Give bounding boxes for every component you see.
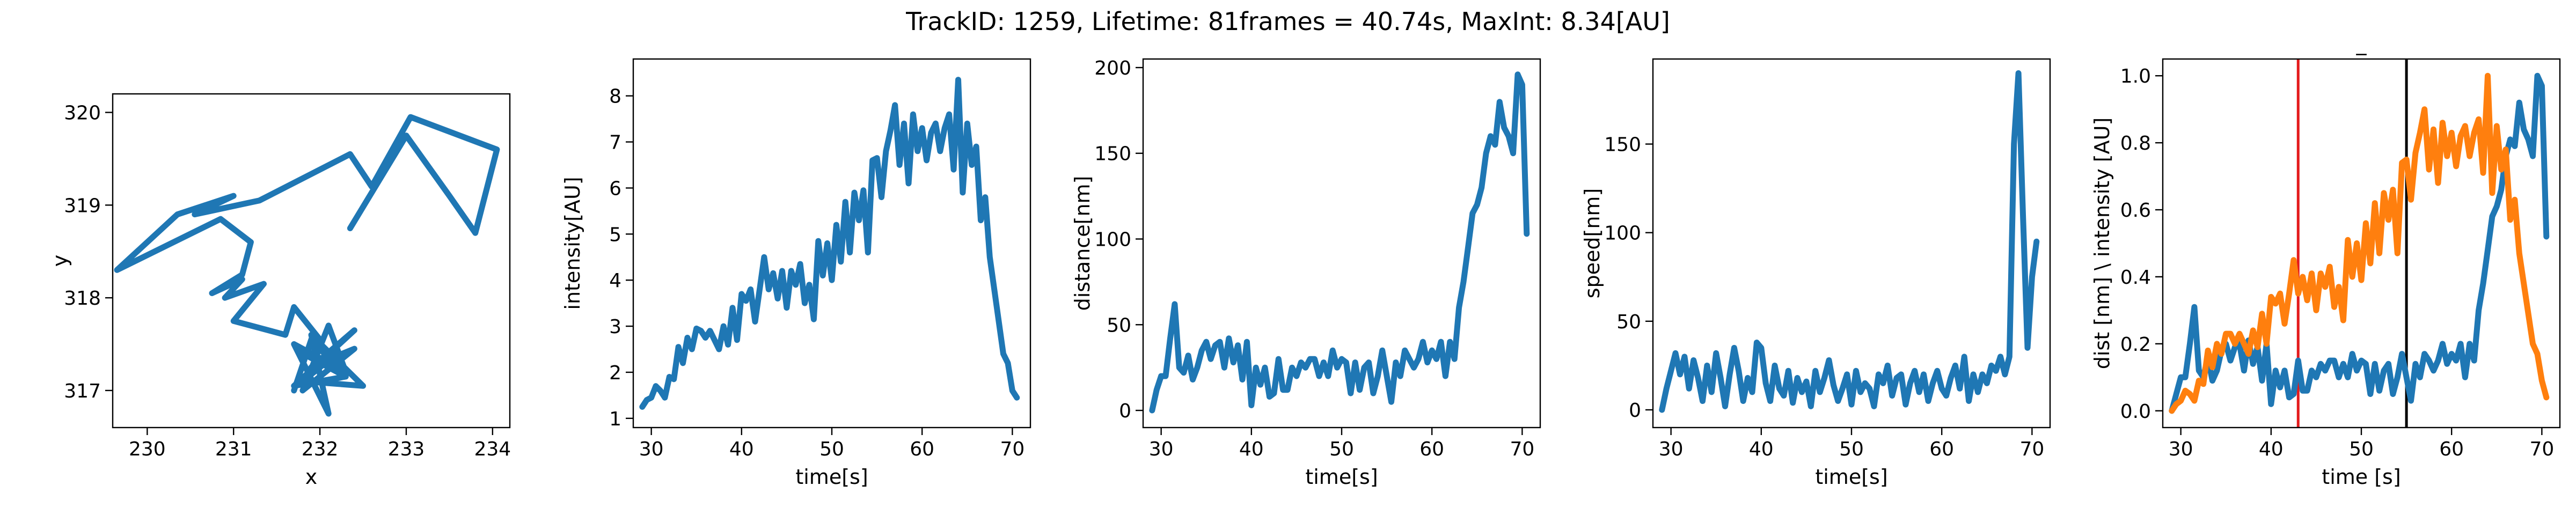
chart-3-series-line-0 (1659, 70, 2040, 413)
chart-2-axes-frame (1142, 58, 1541, 429)
chart-3-y-tick-label-3: 150 (1604, 134, 1641, 156)
chart-4-y-tick-label-4: 0.8 (2120, 133, 2151, 154)
chart-1-y-tick-label-7: 8 (609, 86, 621, 108)
chart-1-y-tick-label-2: 3 (609, 316, 621, 338)
chart-3-y-tick-label-2: 100 (1604, 223, 1641, 245)
chart-2-x-tick-label-0: 30 (1149, 438, 1174, 460)
chart-4-x-tick-label-1: 40 (2259, 438, 2284, 460)
chart-4-y-tick-label-2: 0.4 (2120, 267, 2151, 289)
chart-1-x-tick-label-4: 70 (1000, 438, 1024, 460)
chart-1-x-tick-label-2: 50 (819, 438, 844, 460)
chart-1-x-axis-label: time[s] (795, 465, 868, 489)
chart-0-y-tick-label-1: 318 (64, 288, 101, 310)
chart-4-y-tick-label-1: 0.2 (2120, 334, 2151, 356)
chart-1-x-tick-label-0: 30 (639, 438, 664, 460)
chart-1-y-tick-label-6: 7 (609, 132, 621, 154)
panel-speed: 30 40 50 60 70 0 50 100 150 time[s] speed[nm] (1580, 58, 2051, 489)
chart-4-title: _ (2356, 32, 2367, 55)
chart-4-series-line-0 (2169, 72, 2550, 414)
chart-2-x-tick-label-4: 70 (1510, 438, 1534, 460)
chart-4-y-tick-label-5: 1.0 (2120, 65, 2151, 87)
chart-4-series-line-1 (2169, 72, 2550, 414)
chart-0-x-tick-label-3: 233 (388, 438, 425, 460)
chart-4-x-axis-label: time [s] (2322, 465, 2401, 489)
chart-3-x-tick-label-3: 60 (1929, 438, 1954, 460)
chart-3-x-tick-label-1: 40 (1749, 438, 1774, 460)
chart-3-x-axis-label: time[s] (1815, 465, 1887, 489)
chart-4-x-tick-label-0: 30 (2169, 438, 2193, 460)
chart-3-x-tick-label-2: 50 (1839, 438, 1864, 460)
chart-2-x-tick-label-2: 50 (1329, 438, 1354, 460)
chart-3-y-tick-label-1: 50 (1616, 311, 1641, 333)
chart-4-x-tick-label-2: 50 (2349, 438, 2374, 460)
chart-4-x-tick-label-3: 60 (2439, 438, 2464, 460)
chart-3-x-tick-label-0: 30 (1659, 438, 1684, 460)
chart-0-y-axis-label: y (48, 255, 72, 267)
chart-3-x-tick-label-4: 70 (2019, 438, 2044, 460)
chart-2-y-axis-label: distance[nm] (1071, 176, 1094, 311)
chart-4-y-axis-label: dist [nm] \ intensity [AU] (2090, 117, 2114, 369)
chart-2-y-tick-label-2: 100 (1094, 229, 1131, 251)
chart-3-y-tick-label-0: 0 (1629, 400, 1641, 422)
chart-1-x-tick-label-3: 60 (910, 438, 934, 460)
chart-2-y-tick-label-1: 50 (1107, 314, 1131, 336)
chart-2-series-line-0 (1149, 71, 1530, 414)
chart-2-x-axis-label: time[s] (1305, 465, 1378, 489)
chart-1-y-tick-label-4: 5 (609, 224, 621, 246)
chart-3-y-axis-label: speed[nm] (1580, 188, 1604, 299)
chart-0-axes-frame (112, 93, 511, 429)
chart-4-y-tick-label-3: 0.6 (2120, 200, 2151, 222)
chart-2-x-tick-label-3: 60 (1419, 438, 1444, 460)
chart-2-y-tick-label-0: 0 (1119, 400, 1131, 422)
chart-1-y-axis-label: intensity[AU] (561, 176, 584, 310)
chart-4-y-tick-label-0: 0.0 (2120, 401, 2151, 423)
panel-distance: 30 40 50 60 70 0 50 100 150 200 time[s] distance[nm… (1071, 57, 1541, 489)
chart-4-x-tick-label-4: 70 (2529, 438, 2554, 460)
panel-intensity: 30 40 50 60 70 1 2 3 4 5 6 7 8 time[s] intensity[AU] (561, 58, 1031, 489)
chart-0-series-line-0 (114, 114, 500, 417)
chart-0-y-tick-label-3: 320 (64, 102, 101, 124)
chart-0-x-axis-label: x (305, 465, 318, 489)
chart-1-y-tick-label-1: 2 (609, 362, 621, 384)
chart-0-x-tick-label-4: 234 (474, 438, 511, 460)
chart-1-axes-frame (632, 58, 1031, 429)
chart-1-y-tick-label-0: 1 (609, 408, 621, 430)
chart-0-x-tick-label-0: 230 (129, 438, 166, 460)
figure-title: TrackID: 1259, Lifetime: 81frames = 40.7… (905, 7, 1670, 36)
chart-0-y-tick-label-0: 317 (64, 380, 101, 402)
chart-0-x-tick-label-1: 231 (215, 438, 252, 460)
chart-2-y-tick-label-3: 150 (1094, 143, 1131, 165)
panel-trajectory: 230 231 232 233 234 317 318 319 320 x y (48, 93, 511, 489)
chart-0-x-tick-label-2: 232 (302, 438, 339, 460)
chart-1-y-tick-label-3: 4 (609, 270, 621, 292)
chart-1-y-tick-label-5: 6 (609, 178, 621, 200)
chart-2-y-tick-label-4: 200 (1094, 57, 1131, 79)
chart-1-series-line-0 (639, 77, 1020, 410)
chart-2-x-tick-label-1: 40 (1239, 438, 1264, 460)
panel-normalized-overlay: 30 40 50 60 70 0.0 0.2 0.4 0.6 0.8 1.0 time [s] dist… (2090, 32, 2561, 489)
chart-0-y-tick-label-2: 319 (64, 195, 101, 217)
chart-1-x-tick-label-1: 40 (729, 438, 754, 460)
